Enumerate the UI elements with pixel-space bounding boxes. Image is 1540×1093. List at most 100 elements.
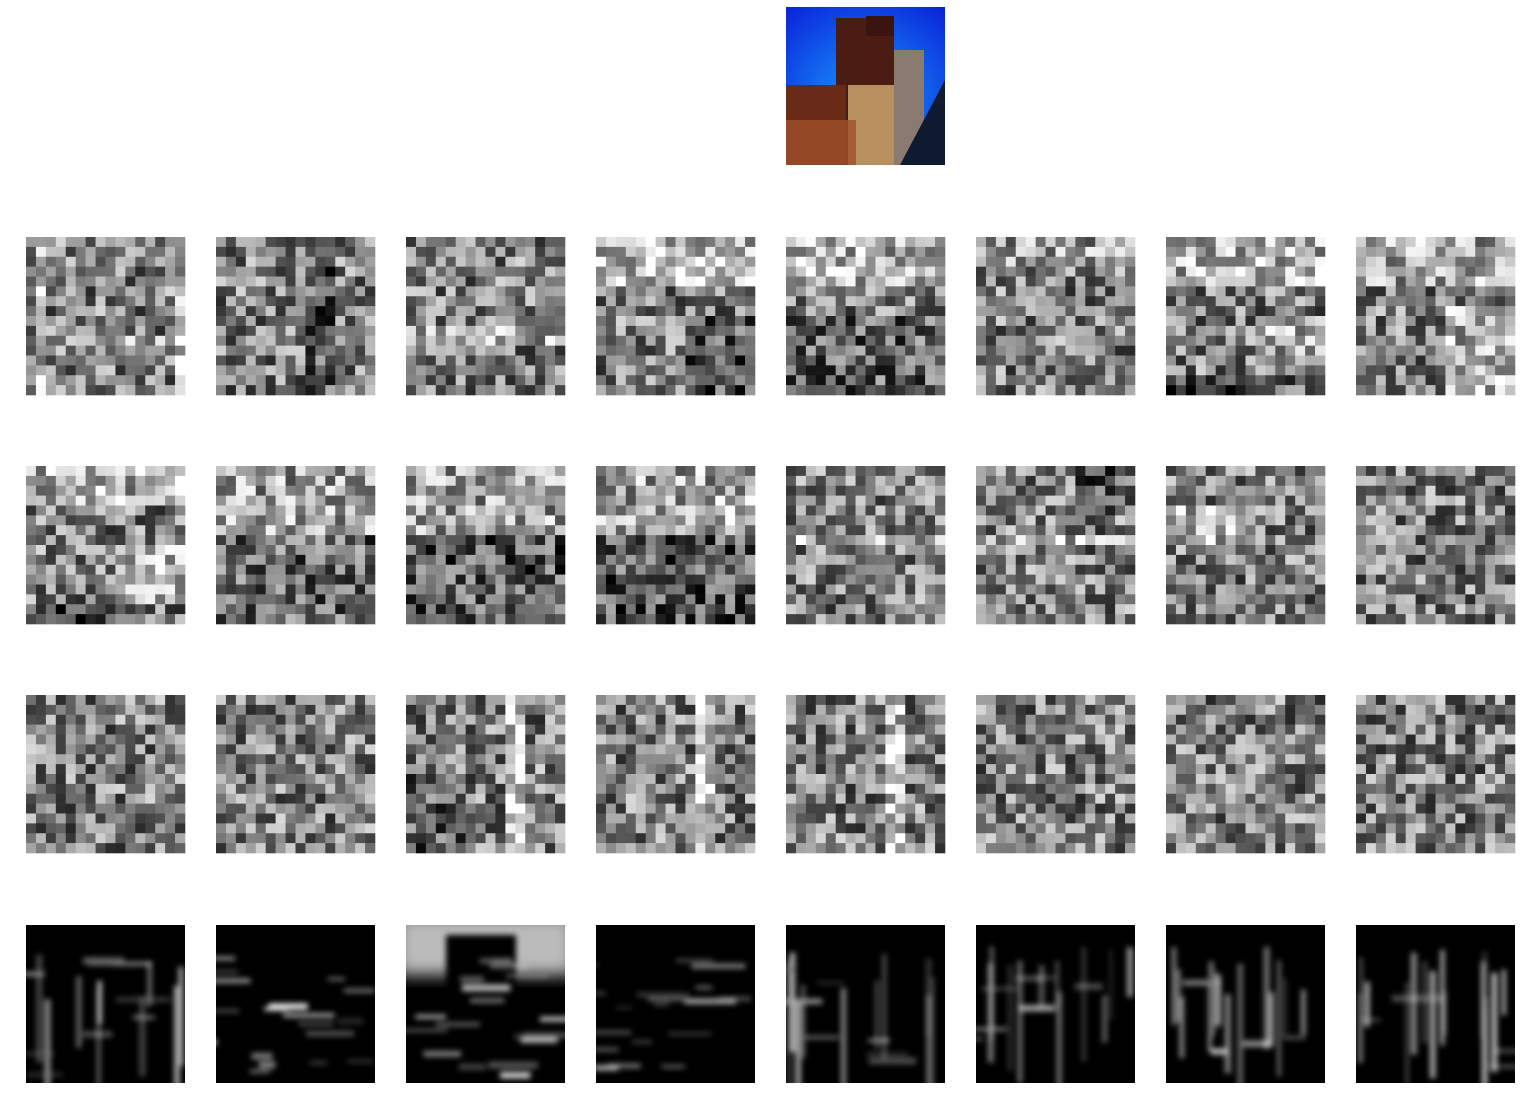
activation-cell bbox=[65, 754, 76, 765]
activation-cell bbox=[1185, 296, 1197, 307]
activation-cell bbox=[715, 714, 726, 725]
activation-cell bbox=[985, 296, 997, 307]
activation-cell bbox=[735, 296, 746, 307]
activation-cell bbox=[365, 833, 376, 844]
activation-cell bbox=[625, 335, 637, 346]
activation-cell bbox=[1105, 505, 1116, 516]
activation-cell bbox=[786, 505, 797, 516]
activation-cell bbox=[335, 385, 346, 396]
activation-cell bbox=[145, 843, 156, 854]
activation-cell bbox=[725, 604, 736, 615]
activation-cell bbox=[1485, 355, 1496, 366]
activation-cell bbox=[235, 833, 247, 844]
activation-cell bbox=[425, 316, 437, 327]
activation-cell bbox=[1395, 554, 1406, 566]
activation-cell bbox=[915, 375, 926, 386]
activation-cell bbox=[605, 574, 617, 585]
activation-cell bbox=[1225, 466, 1236, 477]
activation-cell bbox=[915, 475, 926, 487]
activation-cell bbox=[435, 296, 447, 307]
activation-cell bbox=[135, 246, 146, 258]
activation-cell bbox=[85, 296, 96, 307]
activation-cell bbox=[1425, 256, 1436, 267]
activation-cell bbox=[345, 296, 356, 307]
activation-cell bbox=[1225, 525, 1236, 536]
activation-cell bbox=[1055, 614, 1066, 625]
activation-cell bbox=[725, 594, 736, 605]
activation-cell bbox=[515, 793, 526, 804]
activation-cell bbox=[1275, 525, 1286, 536]
activation-cell bbox=[245, 783, 257, 795]
activation-cell bbox=[725, 495, 736, 506]
activation-cell bbox=[1125, 604, 1136, 615]
activation-cell bbox=[1115, 466, 1126, 477]
activation-cell bbox=[555, 554, 566, 566]
activation-cell bbox=[145, 604, 156, 615]
activation-cell bbox=[1235, 355, 1246, 366]
activation-cell bbox=[675, 545, 686, 556]
activation-cell bbox=[895, 355, 906, 366]
activation-cell bbox=[75, 584, 86, 595]
activation-cell bbox=[85, 545, 96, 556]
activation-cell bbox=[265, 704, 276, 716]
activation-cell bbox=[605, 525, 617, 536]
activation-cell bbox=[275, 574, 286, 585]
activation-cell bbox=[175, 813, 186, 824]
activation-cell bbox=[475, 764, 486, 775]
activation-cell bbox=[265, 744, 276, 755]
activation-cell bbox=[1395, 564, 1406, 575]
activation-cell bbox=[485, 266, 496, 277]
activation-cell bbox=[505, 535, 516, 546]
activation-cell bbox=[505, 754, 516, 765]
activation-cell bbox=[26, 266, 37, 277]
activation-cell bbox=[235, 783, 247, 795]
activation-cell bbox=[1105, 355, 1116, 366]
feature-map bbox=[216, 237, 376, 396]
activation-cell bbox=[935, 237, 946, 248]
activation-cell bbox=[365, 604, 376, 615]
activation-cell bbox=[465, 485, 476, 496]
activation-cell bbox=[805, 325, 817, 337]
activation-cell bbox=[895, 466, 906, 477]
activation-cell bbox=[305, 594, 316, 605]
activation-cell bbox=[1255, 306, 1266, 317]
activation-cell bbox=[1045, 614, 1056, 625]
activation-cell bbox=[505, 365, 516, 376]
activation-cell bbox=[1045, 475, 1056, 487]
activation-cell bbox=[855, 574, 866, 585]
activation-cell bbox=[35, 724, 47, 735]
activation-cell bbox=[1405, 286, 1416, 297]
activation-cell bbox=[645, 495, 656, 506]
activation-cell bbox=[295, 604, 306, 615]
activation-cell bbox=[295, 485, 306, 496]
activation-cell bbox=[1045, 355, 1056, 366]
activation-cell bbox=[645, 695, 656, 706]
activation-cell bbox=[1285, 355, 1296, 366]
activation-cell bbox=[325, 813, 336, 824]
activation-cell bbox=[175, 704, 186, 716]
activation-cell bbox=[1035, 296, 1046, 307]
activation-cell bbox=[976, 355, 987, 366]
activation-cell bbox=[1375, 365, 1387, 376]
activation-cell bbox=[535, 525, 546, 536]
activation-cell bbox=[555, 355, 566, 366]
activation-cell bbox=[645, 385, 656, 396]
activation-cell bbox=[285, 554, 296, 566]
activation-cell bbox=[1245, 365, 1256, 376]
activation-cell bbox=[1235, 535, 1246, 546]
activation-cell bbox=[1235, 545, 1246, 556]
feature-map bbox=[1356, 466, 1516, 625]
activation-cell bbox=[705, 574, 716, 585]
activation-cell bbox=[425, 614, 437, 625]
activation-cell bbox=[1105, 385, 1116, 396]
activation-cell bbox=[1075, 505, 1086, 516]
activation-cell bbox=[315, 754, 326, 765]
activation-cell bbox=[1175, 584, 1187, 595]
activation-cell bbox=[415, 335, 427, 346]
activation-cell bbox=[26, 564, 37, 575]
activation-cell bbox=[635, 256, 646, 267]
activation-cell bbox=[1185, 256, 1197, 267]
activation-cell bbox=[95, 316, 106, 327]
activation-cell bbox=[75, 475, 86, 487]
activation-cell bbox=[75, 316, 86, 327]
